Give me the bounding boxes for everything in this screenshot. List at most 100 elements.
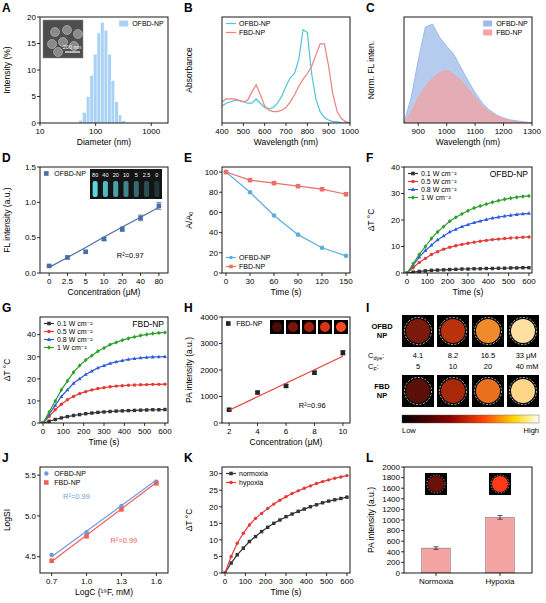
marker xyxy=(472,221,476,225)
panel-letter: C xyxy=(366,1,375,15)
marker xyxy=(248,178,253,183)
y-axis-title: Intensity (%) xyxy=(2,46,12,93)
conc-unit: μM xyxy=(526,351,537,360)
x-tick-label: 120 xyxy=(315,277,329,286)
marker xyxy=(296,489,299,492)
marker xyxy=(272,522,275,525)
x-tick-label: 1200 xyxy=(495,127,513,136)
x-axis-title: Concentration (μM) xyxy=(68,287,141,297)
row-label: OFBDNP xyxy=(371,322,393,340)
panel-letter: G xyxy=(2,301,11,315)
x-axis-title: Concentration (μM) xyxy=(250,437,323,447)
marker xyxy=(515,212,519,216)
y-tick-label: 20 xyxy=(209,249,218,258)
marker xyxy=(478,267,481,270)
marker xyxy=(515,195,519,199)
conc-value: 20 xyxy=(484,362,492,371)
y-tick-label: 2000 xyxy=(200,366,218,375)
row-label-line: NP xyxy=(377,331,387,340)
inset-tube xyxy=(144,181,149,197)
legend-label: OFBD-NP xyxy=(54,470,86,477)
marker xyxy=(303,507,306,510)
legend: 0.1 W cm⁻²0.5 W cm⁻²0.8 W cm⁻²1 W cm⁻² xyxy=(44,320,93,351)
area xyxy=(404,71,532,124)
y-tick-label: 0 xyxy=(396,269,401,278)
marker xyxy=(503,197,507,201)
x-tick-label: 10 xyxy=(36,127,45,136)
legend-label: OFBD-NP xyxy=(239,254,271,261)
x-tick-label: 500 xyxy=(502,277,516,286)
marker xyxy=(309,505,312,508)
legend-label: 0.1 W cm⁻² xyxy=(57,320,93,327)
x-tick-label: 150 xyxy=(339,277,353,286)
panel: IOFBDNPFBDNPCdye:4.18.216.533μMCF:510204… xyxy=(366,301,539,435)
panel: G0102030400100200300400500600Time (s)ΔT … xyxy=(2,301,172,447)
plot-frame xyxy=(222,17,350,123)
marker xyxy=(321,480,324,483)
marker xyxy=(333,477,336,480)
panel-letter: I xyxy=(366,301,369,315)
marker xyxy=(53,399,57,403)
marker xyxy=(139,408,142,411)
conc-label: Cdye: xyxy=(368,351,384,361)
x-tick xyxy=(500,573,501,576)
marker xyxy=(133,383,136,386)
marker xyxy=(436,268,439,271)
x-tick-label: 0 xyxy=(47,277,52,286)
marker xyxy=(133,409,136,412)
marker xyxy=(236,553,239,556)
plot-frame xyxy=(404,17,532,123)
legend-symbol xyxy=(483,21,492,27)
marker xyxy=(163,382,166,385)
inset-image xyxy=(270,320,284,334)
marker xyxy=(296,232,301,237)
inset-outline xyxy=(491,475,509,493)
plot-data xyxy=(41,330,167,423)
x-tick xyxy=(306,573,307,576)
inset-label: 20 xyxy=(113,172,119,178)
inset-tube xyxy=(154,181,159,197)
inset-outline xyxy=(427,475,445,493)
conc-label: CF: xyxy=(368,362,379,372)
y-tick-label: 25 xyxy=(209,486,218,495)
histogram-bar xyxy=(118,115,122,123)
y-tick xyxy=(401,477,404,478)
y-tick xyxy=(401,509,404,510)
conc-value: 33 xyxy=(516,351,524,360)
marker xyxy=(114,384,117,387)
y-tick-label: 0 xyxy=(32,419,37,428)
inset-particle xyxy=(54,48,63,57)
y-axis-title: ΔT °C xyxy=(184,509,194,532)
image-outline xyxy=(405,318,432,345)
marker xyxy=(309,484,312,487)
inset-label: 200 nm xyxy=(63,44,82,50)
line xyxy=(407,196,529,273)
marker xyxy=(430,253,433,256)
marker xyxy=(229,555,232,558)
marker xyxy=(320,245,325,250)
x-tick xyxy=(122,273,123,276)
inset-particle xyxy=(48,40,57,49)
image-cell xyxy=(402,375,434,407)
marker xyxy=(163,330,167,334)
y-tick xyxy=(401,541,404,542)
legend-label: normoxia xyxy=(239,470,268,477)
y-axis-title: ΔT °C xyxy=(366,209,376,232)
y-tick-label: 5 xyxy=(214,552,219,561)
marker xyxy=(442,224,446,228)
bar xyxy=(422,548,451,573)
x-tick xyxy=(314,423,315,426)
marker xyxy=(278,498,281,501)
marker xyxy=(503,237,506,240)
marker xyxy=(272,181,277,186)
legend-label: hypoxia xyxy=(239,479,263,487)
marker xyxy=(139,333,143,337)
legend-symbol xyxy=(483,30,492,36)
line xyxy=(43,332,165,423)
marker xyxy=(72,370,76,374)
marker xyxy=(460,267,463,270)
error-bar xyxy=(312,371,317,374)
marker xyxy=(248,540,251,543)
inset-image xyxy=(286,320,300,334)
legend: OFBD-NPFBD-NP xyxy=(226,254,271,270)
